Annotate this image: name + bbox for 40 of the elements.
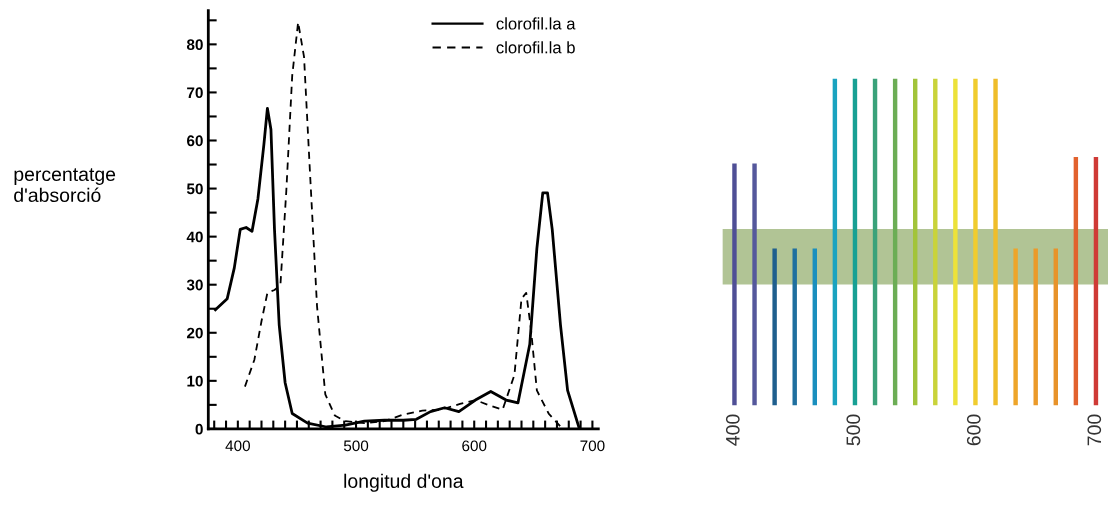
y-tick-label: 10 [187, 375, 203, 387]
bar [953, 78, 958, 406]
x-tick-label: 700 [580, 440, 605, 452]
bar [872, 78, 878, 406]
x-tick-label: 700 [1087, 414, 1102, 446]
bar [832, 78, 838, 406]
bar [1013, 248, 1018, 406]
y-tick-label: 60 [187, 135, 203, 147]
y-tick-label: 30 [186, 279, 203, 291]
bar [993, 78, 998, 406]
y-tick-label: 0 [195, 423, 203, 435]
x-tick-label: 500 [343, 440, 369, 452]
bar [852, 78, 858, 406]
x-tick-label: 600 [462, 440, 487, 452]
x-tick-label: 600 [966, 414, 981, 446]
y-tick-label: 80 [186, 39, 203, 51]
bar [892, 78, 898, 406]
bar [732, 163, 737, 406]
x-tick-label: 400 [725, 414, 740, 446]
x-tick-label: 500 [846, 414, 861, 446]
bar [752, 163, 757, 406]
legend-label: clorofil.la a [496, 17, 576, 30]
y-tick-label: 20 [186, 327, 203, 339]
bar [913, 78, 918, 406]
y-axis-title: percentatge d'absorció [14, 168, 116, 203]
bar [1093, 157, 1099, 406]
bar [1053, 248, 1058, 406]
bar [812, 248, 817, 406]
bar [1033, 248, 1038, 406]
x-axis-title: longitud d'ona [344, 473, 464, 492]
legend-label: clorofil.la b [496, 41, 575, 54]
y-tick-label: 50 [186, 183, 203, 195]
y-tick-label: 40 [186, 231, 203, 243]
x-tick-label: 400 [225, 440, 250, 452]
bar [772, 248, 777, 406]
bar [792, 248, 797, 406]
bar [1073, 157, 1079, 406]
bar [933, 78, 938, 406]
bar [973, 78, 978, 406]
y-tick-label: 70 [187, 87, 203, 99]
